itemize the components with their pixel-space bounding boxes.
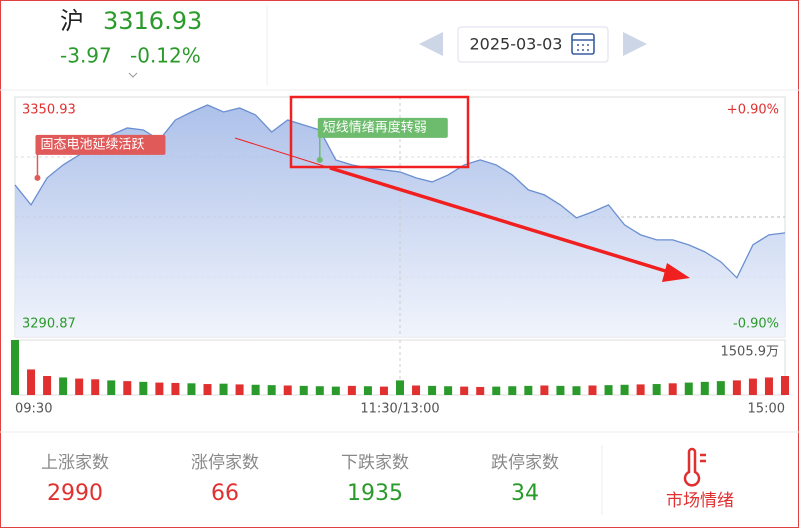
volume-bar [235,384,244,395]
y-tick-label: 3290.87 [22,317,76,332]
volume-bar [556,385,565,395]
volume-bar [123,381,132,395]
annotation-point [34,174,41,181]
y2-tick-label: -0.90% [733,317,779,332]
stat-value: 2990 [47,481,103,506]
index-name: 沪 [60,7,84,35]
volume-bar [460,386,469,395]
area-fill [15,104,785,337]
volume-bar [604,385,613,395]
volume-bar [347,385,356,395]
volume-bar [572,386,581,395]
volume-bar [412,385,421,395]
volume-bar [636,384,645,395]
volume-bar [732,380,741,395]
volume-bar [251,384,260,395]
volume-bar [781,376,789,395]
sentiment-button[interactable]: 市场情绪 [666,491,734,511]
volume-bar [652,384,661,395]
volume-bar [187,383,196,395]
volume-bar [267,385,276,395]
volume-bar [684,382,693,395]
volume-bar [315,386,324,395]
volume-bar [476,386,485,395]
expand-chevron[interactable] [128,72,138,78]
volume-bar [492,386,501,395]
next-day[interactable] [623,32,647,56]
volume-bar [171,382,180,395]
stat-value: 1935 [347,481,403,506]
date: 2025-03-03 [470,35,563,54]
volume-bar [219,383,228,395]
volume-bar [299,385,308,395]
volume-bar [540,385,549,395]
volume-bar [508,386,517,395]
arrow-shaft [329,166,673,275]
prev-day[interactable] [419,32,443,56]
stat-label: 涨停家数 [191,453,259,473]
index-change-pct: -0.12% [130,44,201,68]
thermometer-icon[interactable] [683,447,706,487]
volume-bar [588,385,597,395]
volume-bar [59,377,68,395]
volume-bar [396,380,404,395]
volume-bar [668,383,677,395]
volume-bar [444,386,453,395]
volume-bar [620,384,629,395]
volume-bar [379,386,388,395]
annotation-box [35,134,166,155]
volume-bar [764,377,773,395]
date-box[interactable] [457,26,609,63]
stat-label: 跌停家数 [491,453,559,473]
y-tick-label: 3350.93 [22,103,76,118]
annotation-box [317,117,448,138]
stat-label: 下跌家数 [341,453,409,473]
stat-label: 上涨家数 [41,453,109,473]
annotation-text: 固态电池延续活跃 [40,137,144,152]
y2-tick-label: +0.90% [727,103,779,118]
volume-bar [91,379,100,395]
volume-label: 1505.9万 [721,345,780,360]
index-change: -3.97 [60,44,112,68]
volume-bar [363,386,372,395]
volume-bar [283,385,292,395]
arrow-thin [234,137,331,169]
arrow-head [662,263,690,282]
volume-bar [11,340,19,395]
volume-bar [155,382,164,395]
stat-value: 66 [211,481,239,506]
volume-bar [75,378,84,395]
calendar-icon[interactable] [571,33,595,55]
volume-bar [716,381,725,395]
annotation-point [316,156,323,163]
index-price: 3316.93 [103,7,202,35]
volume-bar [524,385,533,395]
volume-bar [139,381,148,395]
x-tick-label: 09:30 [15,402,52,417]
highlight-box [289,95,470,169]
volume-bar [700,381,709,395]
volume-bar [331,386,340,395]
stat-value: 34 [511,481,539,506]
x-tick-label: 15:00 [748,402,785,417]
volume-bar [748,378,757,395]
volume-bar [27,369,36,395]
volume-bar [203,384,212,395]
volume-bar [43,376,52,395]
volume-bar [428,385,437,395]
x-tick-label: 11:30/13:00 [360,402,439,417]
volume-bar [107,380,116,395]
annotation-text: 短线情绪再度转弱 [323,119,427,135]
